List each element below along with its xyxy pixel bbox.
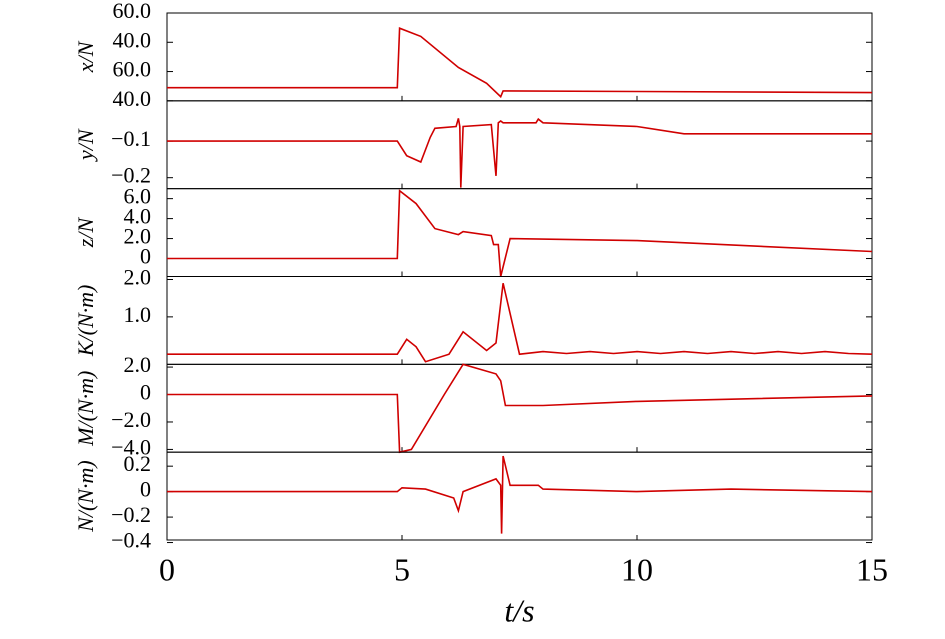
y-axis-label: N/(N·m) [73, 460, 98, 533]
data-line [167, 363, 873, 454]
y-tick-label: 0.2 [124, 451, 152, 476]
y-axis-label: K/(N·m) [73, 285, 98, 358]
y-tick-label: 6.0 [124, 184, 152, 209]
y-tick-label: −0.2 [111, 502, 151, 527]
panel-frame [166, 363, 873, 453]
data-line [167, 455, 873, 534]
y-tick-label: 40.0 [113, 86, 152, 111]
y-tick-label: −4.0 [111, 434, 151, 459]
x-tick-label: 15 [856, 551, 888, 587]
y-tick-label: 60.0 [113, 0, 152, 23]
y-axis-label: y/N [73, 128, 98, 162]
y-tick-label: 2.0 [124, 224, 152, 249]
x-tick-label: 0 [159, 551, 175, 587]
x-axis-label: t/s [504, 592, 534, 628]
x-tick-label: 5 [394, 551, 410, 587]
y-tick-label: 0 [140, 244, 151, 269]
y-tick-label: 40.0 [113, 27, 152, 52]
x-tick-label: 10 [621, 551, 653, 587]
y-axis-label: x/N [73, 40, 98, 73]
y-tick-label: −2.0 [111, 407, 151, 432]
panel-frame [166, 188, 873, 278]
y-tick-label: 1.0 [124, 302, 152, 327]
y-tick-label: 2.0 [124, 352, 152, 377]
y-tick-label: 60.0 [113, 57, 152, 82]
y-tick-label: −0.2 [111, 163, 151, 188]
y-axis-label: M/(N·m) [73, 371, 98, 447]
y-tick-label: 0 [140, 477, 151, 502]
data-line [167, 189, 873, 277]
y-tick-label: 2.0 [124, 265, 152, 290]
y-axis-label: z/N [73, 217, 98, 249]
y-tick-label: 4.0 [124, 204, 152, 229]
data-line [167, 117, 872, 188]
panel-frame [166, 451, 873, 541]
panel-frame [166, 100, 873, 190]
y-tick-label: 0 [140, 380, 151, 405]
data-line [167, 283, 873, 363]
y-tick-label: −0.4 [111, 528, 151, 553]
y-tick-label: −0.1 [111, 126, 151, 151]
data-line [167, 27, 873, 99]
